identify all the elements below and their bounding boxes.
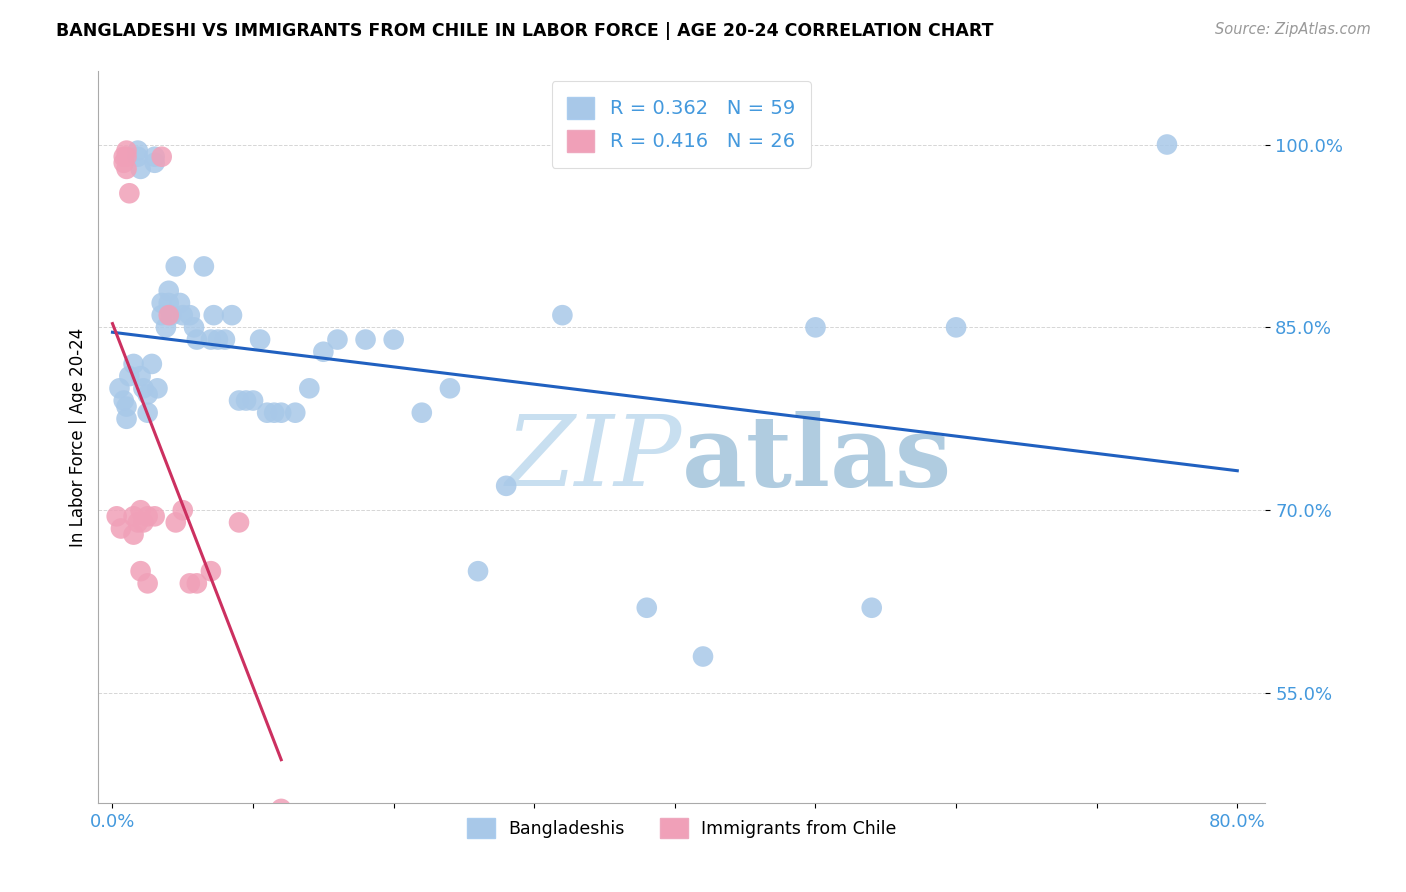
- Point: [228, 516, 250, 530]
- Point: [495, 479, 517, 493]
- Point: [129, 564, 152, 578]
- Point: [146, 381, 169, 395]
- Point: [186, 576, 208, 591]
- Point: [132, 381, 155, 395]
- Point: [110, 521, 132, 535]
- Point: [270, 406, 292, 420]
- Point: [228, 393, 250, 408]
- Text: atlas: atlas: [682, 410, 952, 508]
- Point: [150, 296, 173, 310]
- Point: [382, 333, 405, 347]
- Point: [202, 308, 225, 322]
- Point: [143, 156, 166, 170]
- Point: [193, 260, 215, 274]
- Point: [256, 406, 278, 420]
- Point: [122, 527, 145, 541]
- Point: [945, 320, 967, 334]
- Point: [150, 150, 173, 164]
- Point: [157, 284, 180, 298]
- Point: [804, 320, 827, 334]
- Point: [150, 308, 173, 322]
- Point: [200, 333, 222, 347]
- Point: [551, 308, 574, 322]
- Point: [127, 516, 149, 530]
- Point: [143, 150, 166, 164]
- Point: [172, 308, 194, 322]
- Point: [186, 333, 208, 347]
- Point: [122, 509, 145, 524]
- Point: [157, 296, 180, 310]
- Point: [298, 381, 321, 395]
- Point: [132, 516, 155, 530]
- Point: [129, 503, 152, 517]
- Point: [207, 333, 229, 347]
- Point: [127, 150, 149, 164]
- Point: [115, 144, 138, 158]
- Point: [411, 406, 433, 420]
- Text: Source: ZipAtlas.com: Source: ZipAtlas.com: [1215, 22, 1371, 37]
- Point: [127, 144, 149, 158]
- Y-axis label: In Labor Force | Age 20-24: In Labor Force | Age 20-24: [69, 327, 87, 547]
- Point: [112, 156, 135, 170]
- Point: [115, 161, 138, 176]
- Point: [249, 333, 271, 347]
- Point: [284, 406, 307, 420]
- Point: [112, 393, 135, 408]
- Point: [860, 600, 883, 615]
- Point: [108, 381, 131, 395]
- Point: [129, 369, 152, 384]
- Point: [692, 649, 714, 664]
- Point: [179, 308, 201, 322]
- Point: [270, 802, 292, 816]
- Point: [136, 576, 159, 591]
- Point: [1156, 137, 1178, 152]
- Point: [326, 333, 349, 347]
- Point: [105, 509, 128, 524]
- Point: [636, 600, 658, 615]
- Point: [115, 412, 138, 426]
- Point: [214, 333, 236, 347]
- Point: [169, 296, 191, 310]
- Point: [112, 150, 135, 164]
- Point: [118, 186, 141, 201]
- Point: [165, 516, 187, 530]
- Point: [467, 564, 489, 578]
- Point: [263, 406, 285, 420]
- Point: [242, 393, 264, 408]
- Point: [115, 150, 138, 164]
- Point: [179, 576, 201, 591]
- Point: [183, 320, 205, 334]
- Point: [136, 509, 159, 524]
- Point: [155, 320, 177, 334]
- Point: [165, 260, 187, 274]
- Point: [160, 308, 183, 322]
- Point: [129, 161, 152, 176]
- Point: [115, 400, 138, 414]
- Point: [172, 503, 194, 517]
- Point: [143, 509, 166, 524]
- Point: [439, 381, 461, 395]
- Point: [221, 308, 243, 322]
- Point: [122, 357, 145, 371]
- Point: [312, 344, 335, 359]
- Text: ZIP: ZIP: [506, 411, 682, 507]
- Point: [157, 308, 180, 322]
- Point: [354, 333, 377, 347]
- Point: [136, 406, 159, 420]
- Point: [136, 387, 159, 401]
- Point: [235, 393, 257, 408]
- Point: [141, 357, 163, 371]
- Legend: Bangladeshis, Immigrants from Chile: Bangladeshis, Immigrants from Chile: [460, 812, 904, 846]
- Point: [118, 369, 141, 384]
- Point: [200, 564, 222, 578]
- Text: BANGLADESHI VS IMMIGRANTS FROM CHILE IN LABOR FORCE | AGE 20-24 CORRELATION CHAR: BANGLADESHI VS IMMIGRANTS FROM CHILE IN …: [56, 22, 994, 40]
